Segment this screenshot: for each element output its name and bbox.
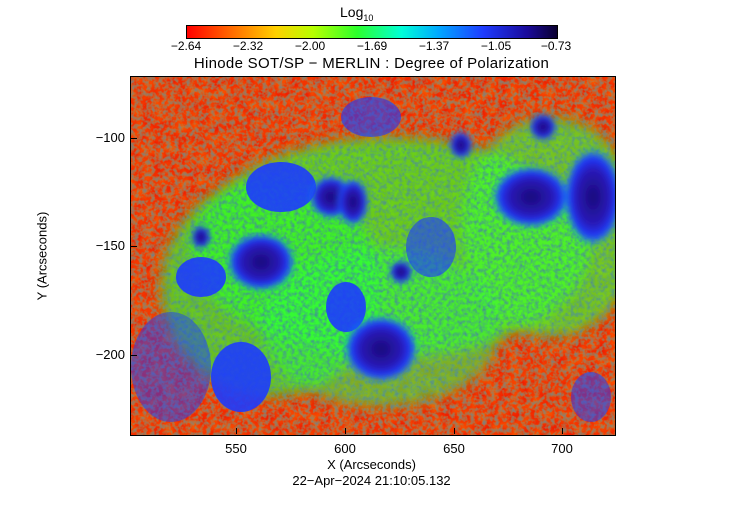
plot-title: Hinode SOT/SP − MERLIN : Degree of Polar… <box>193 55 550 72</box>
polarization-map <box>130 76 616 436</box>
polarization-map-image <box>131 77 615 435</box>
y-tick-mark <box>131 138 137 139</box>
colorbar-tick: −2.32 <box>232 39 264 53</box>
colorbar-tick: −0.73 <box>540 39 572 53</box>
y-axis-label: Y (Arcseconds) <box>34 211 50 301</box>
x-tick-label: 700 <box>551 441 573 456</box>
colorbar-tick: −1.05 <box>480 39 512 53</box>
colorbar-tick: −1.69 <box>356 39 388 53</box>
y-tick-label: −100 <box>95 130 125 145</box>
colorbar-tick: −1.37 <box>418 39 450 53</box>
x-axis-label: X (Arcseconds) <box>327 457 416 472</box>
colorbar <box>186 25 558 39</box>
x-tick-mark <box>562 428 563 434</box>
y-tick-label: −150 <box>95 238 125 253</box>
y-tick-label: −200 <box>95 347 125 362</box>
x-tick-label: 600 <box>334 441 356 456</box>
colorbar-tick: −2.00 <box>294 39 326 53</box>
x-tick-label: 550 <box>225 441 247 456</box>
y-tick-mark <box>131 246 137 247</box>
timestamp: 22−Apr−2024 21:10:05.132 <box>292 473 451 488</box>
x-tick-mark <box>345 428 346 434</box>
colorbar-tick: −2.64 <box>170 39 202 53</box>
x-tick-mark <box>236 428 237 434</box>
x-tick-mark <box>454 428 455 434</box>
y-tick-mark <box>131 355 137 356</box>
colorbar-label: Log10 <box>340 4 374 23</box>
x-tick-label: 650 <box>443 441 465 456</box>
